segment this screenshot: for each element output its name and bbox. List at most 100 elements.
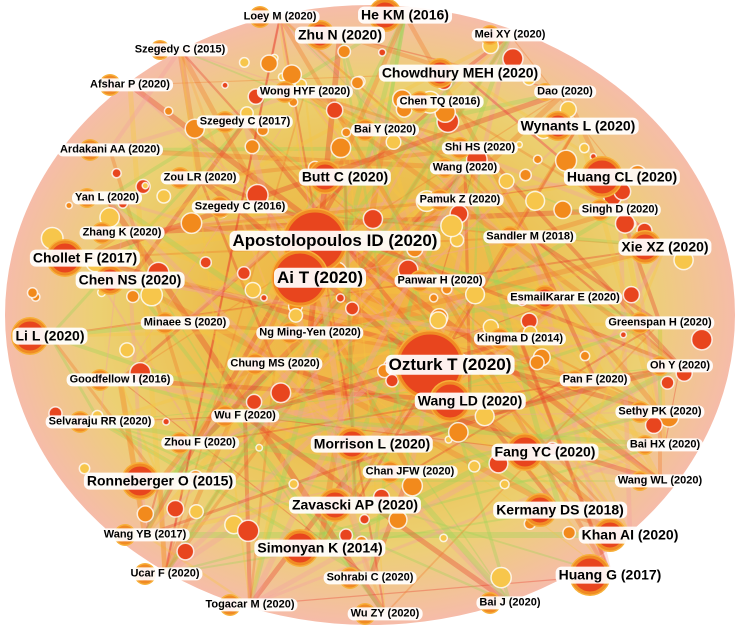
edge [159, 321, 661, 483]
minor-node [341, 127, 352, 138]
minor-node [619, 330, 628, 339]
node-label: Singh D (2020) [578, 203, 662, 217]
edge [469, 399, 661, 483]
edge [302, 90, 633, 537]
minor-node [377, 48, 387, 57]
edge [318, 276, 662, 483]
node-label: Chan JFW (2020) [362, 465, 458, 479]
edge [99, 245, 666, 424]
minor-node [467, 460, 481, 473]
edge [158, 166, 467, 483]
node-label: Bai J (2020) [476, 596, 544, 610]
node-label: Ucar F (2020) [127, 567, 203, 581]
edge [248, 363, 277, 606]
node-label: Kermany DS (2018) [493, 501, 627, 519]
minor-node [244, 138, 260, 155]
minor-node [529, 354, 545, 371]
minor-node [428, 293, 439, 303]
minor-node [337, 44, 352, 59]
minor-node [439, 533, 449, 543]
node-label: Zavascki AP (2020) [288, 496, 422, 514]
minor-node [464, 284, 486, 305]
minor-node [622, 285, 641, 304]
edge [106, 196, 681, 368]
edge [273, 89, 567, 367]
node-label: Morrison L (2020) [310, 435, 434, 453]
node-label: Fang YC (2020) [491, 443, 599, 461]
minor-node [525, 190, 546, 211]
edge [121, 230, 666, 448]
minor-node [270, 382, 292, 404]
edge [129, 277, 566, 301]
edge [198, 166, 467, 445]
node-label: Simonyan K (2014) [254, 539, 386, 557]
minor-node [553, 200, 573, 220]
minor-node [236, 266, 252, 281]
node-label: Chung MS (2020) [227, 357, 323, 371]
minor-node [578, 142, 590, 154]
minor-node [288, 478, 299, 490]
node-label: Chen NS (2020) [75, 271, 185, 289]
edge [48, 335, 162, 482]
node-label: Li L (2020) [12, 327, 88, 345]
node-label: Zhou F (2020) [161, 436, 239, 450]
minor-node [401, 475, 424, 497]
node-label: Mei XY (2020) [471, 28, 549, 42]
node-label: Wong HYF (2020) [256, 85, 354, 99]
node-label: Wang YB (2017) [100, 528, 190, 542]
edge [199, 378, 596, 445]
edge [129, 277, 521, 342]
node-label: Oh Y (2020) [646, 359, 714, 373]
edge [317, 34, 513, 549]
minor-node [199, 256, 213, 269]
node-label: Zhu N (2020) [294, 26, 386, 44]
node-label: Wang (2020) [429, 161, 501, 175]
edge [239, 206, 531, 238]
minor-node [350, 75, 365, 90]
edge [562, 296, 663, 414]
minor-node [259, 293, 268, 302]
node-label: Chen TQ (2016) [396, 95, 484, 109]
edge [249, 443, 666, 607]
minor-node [359, 513, 370, 525]
edge [249, 574, 611, 606]
edge [49, 280, 441, 337]
edge [278, 15, 567, 300]
minor-node [388, 510, 408, 530]
edge [279, 16, 681, 367]
edge [177, 49, 203, 179]
minor-node [255, 443, 264, 452]
minor-node [221, 81, 229, 90]
edge [128, 120, 247, 282]
node-label: Szegedy C (2016) [191, 200, 289, 214]
node-label: Wang WL (2020) [614, 474, 706, 488]
node-label: Loey M (2020) [240, 10, 320, 24]
minor-node [344, 301, 360, 316]
edge [119, 91, 306, 381]
minor-node [119, 342, 135, 358]
edge [118, 379, 162, 482]
edge [309, 244, 666, 336]
minor-node [362, 208, 384, 230]
minor-node [141, 181, 150, 190]
minor-node [238, 56, 250, 68]
minor-node [660, 375, 675, 390]
minor-node [330, 137, 352, 159]
minor-node [499, 479, 510, 490]
node-label: Szegedy C (2015) [131, 43, 229, 57]
minor-node [156, 188, 172, 204]
minor-node [519, 168, 533, 182]
minor-node [180, 212, 203, 235]
edge [163, 147, 482, 575]
node-label: Ozturk T (2020) [385, 354, 515, 376]
edge [309, 331, 631, 537]
minor-node [244, 281, 262, 299]
node-label: Chowdhury MEH (2020) [378, 64, 542, 82]
node-label: Panwar H (2020) [394, 274, 486, 288]
node-label: He KM (2016) [358, 6, 452, 24]
minor-node [236, 519, 260, 543]
minor-node [136, 505, 155, 523]
edge [119, 377, 471, 404]
minor-node [614, 213, 636, 234]
node-label: Wu ZY (2020) [347, 607, 423, 621]
